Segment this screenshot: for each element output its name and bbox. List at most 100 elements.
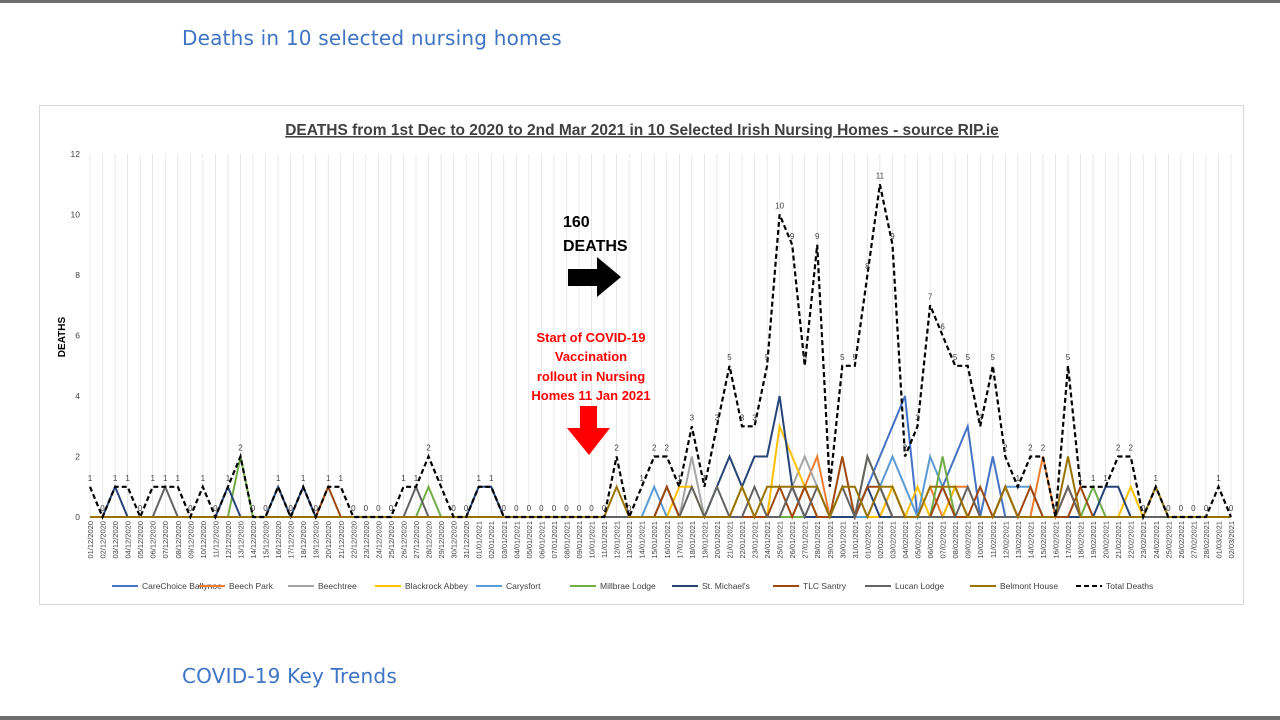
deaths-count-annotation: 160 [563,214,590,231]
data-label: 0 [188,504,193,513]
data-label: 2 [652,444,657,453]
data-label: 1 [1091,474,1096,483]
x-tick-label: 19/01/2021 [700,521,709,559]
x-tick-label: 02/03/2021 [1227,521,1236,559]
legend-label: St. Michael's [702,581,750,591]
data-label: 1 [88,474,93,483]
x-tick-label: 13/01/2021 [625,521,634,559]
x-tick-label: 03/01/2021 [500,521,509,559]
x-tick-label: 15/12/2020 [262,521,271,559]
x-tick-label: 16/01/2021 [663,521,672,559]
data-label: 0 [351,504,356,513]
x-tick-label: 13/02/2021 [1014,521,1023,559]
x-tick-label: 16/12/2020 [274,521,283,559]
x-tick-label: 04/01/2021 [512,521,521,559]
data-label: 0 [138,504,143,513]
data-label: 0 [1141,504,1146,513]
x-tick-label: 08/02/2021 [951,521,960,559]
data-label: 0 [589,504,594,513]
x-tick-label: 24/01/2021 [763,521,772,559]
x-tick-label: 28/01/2021 [813,521,822,559]
data-label: 5 [765,353,770,362]
data-label: 0 [313,504,318,513]
x-tick-label: 03/02/2021 [888,521,897,559]
data-label: 0 [389,504,394,513]
data-label: 7 [928,292,933,301]
bottom-divider [0,716,1280,720]
data-label: 2 [238,444,243,453]
series-line-total-deaths [88,184,1233,521]
x-tick-label: 10/01/2021 [588,521,597,559]
legend-label: Carysfort [506,581,541,591]
data-label: 1 [476,474,481,483]
data-label: 0 [627,504,632,513]
section-heading-key-trends[interactable]: COVID-19 Key Trends [182,664,397,688]
y-axis-label: DEATHS [57,316,68,357]
data-label: 0 [577,504,582,513]
x-tick-label: 07/02/2021 [939,521,948,559]
data-label: 2 [1116,444,1121,453]
deaths-line-chart: DEATHS from 1st Dec to 2020 to 2nd Mar 2… [57,122,1236,591]
data-label: 0 [1053,504,1058,513]
x-tick-label: 12/12/2020 [224,521,233,559]
x-tick-label: 29/12/2020 [437,521,446,559]
vaccination-line-2: Vaccination [555,349,627,364]
series-line-belmont-house [90,456,1231,520]
data-label: 1 [702,474,707,483]
x-tick-label: 20/01/2021 [713,521,722,559]
x-tick-label: 15/01/2021 [650,521,659,559]
data-label: 8 [865,262,870,271]
x-tick-label: 09/01/2021 [575,521,584,559]
data-label: 1 [1103,474,1108,483]
data-label: 0 [464,504,469,513]
data-label: 5 [853,353,858,362]
data-label: 5 [953,353,958,362]
x-tick-label: 10/12/2020 [199,521,208,559]
data-label: 0 [552,504,557,513]
data-label: 5 [991,353,996,362]
data-label: 3 [715,413,720,422]
legend-label: Total Deaths [1106,581,1153,591]
x-tick-label: 25/01/2021 [776,521,785,559]
x-tick-label: 26/02/2021 [1177,521,1186,559]
x-tick-label: 27/01/2021 [801,521,810,559]
data-label: 1 [113,474,118,483]
data-label: 0 [288,504,293,513]
x-tick-label: 24/02/2021 [1152,521,1161,559]
x-tick-label: 16/02/2021 [1051,521,1060,559]
x-tick-label: 14/12/2020 [249,521,258,559]
x-tick-label: 21/02/2021 [1114,521,1123,559]
x-tick-label: 06/12/2020 [149,521,158,559]
x-tick-label: 19/02/2021 [1089,521,1098,559]
data-label: 5 [727,353,732,362]
data-label: 1 [201,474,206,483]
data-label: 3 [740,413,745,422]
x-tick-label: 27/12/2020 [412,521,421,559]
data-label: 1 [1078,474,1083,483]
x-tick-label: 05/02/2021 [914,521,923,559]
y-tick-label: 2 [75,452,80,462]
x-tick-label: 22/01/2021 [738,521,747,559]
section-heading-deaths[interactable]: Deaths in 10 selected nursing homes [182,26,562,50]
x-tick-label: 01/02/2021 [863,521,872,559]
data-label: 0 [376,504,381,513]
data-label: 0 [1166,504,1171,513]
y-tick-label: 8 [75,270,80,280]
x-tick-label: 30/01/2021 [838,521,847,559]
data-label: 1 [401,474,406,483]
data-label: 11 [876,171,885,180]
x-tick-label: 11/02/2021 [989,521,998,558]
x-tick-label: 20/02/2021 [1102,521,1111,559]
x-tick-label: 03/12/2020 [111,521,120,559]
x-tick-label: 14/02/2021 [1026,521,1035,559]
x-tick-label: 07/01/2021 [550,521,559,559]
x-tick-label: 15/02/2021 [1039,521,1048,559]
data-label: 1 [489,474,494,483]
x-tick-label: 14/01/2021 [638,521,647,559]
legend-label: Belmont House [1000,581,1058,591]
legend: CareChoice Ballynoe Beech Park Beechtree Bl… [112,581,1153,591]
legend-label: Blackrock Abbey [405,581,469,591]
x-tick-label: 23/12/2020 [362,521,371,559]
data-label: 1 [414,474,419,483]
x-tick-label: 26/01/2021 [788,521,797,559]
